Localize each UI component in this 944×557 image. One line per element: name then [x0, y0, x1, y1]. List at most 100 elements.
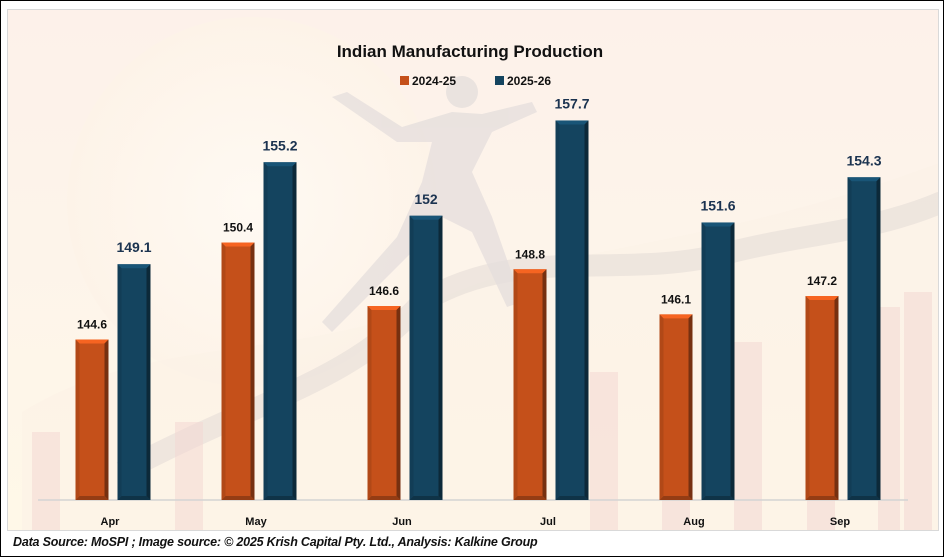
bar-bevel-left: [805, 296, 810, 500]
bar-body: [409, 215, 443, 500]
bar-bevel-bottom: [513, 496, 547, 500]
data-label-2025-26-Aug: 151.6: [700, 197, 735, 213]
bar-bevel-right: [438, 215, 443, 500]
x-tick-label-Sep: Sep: [830, 516, 850, 528]
bar-body: [75, 339, 109, 500]
bar-bevel-top: [221, 242, 255, 247]
bar-bevel-top: [659, 314, 693, 319]
bar-bevel-bottom: [701, 496, 735, 500]
source-footnote: Data Source: MoSPI ; Image source: © 202…: [13, 535, 538, 549]
bar-2025-26-Aug: [701, 222, 735, 500]
bar-body: [701, 222, 735, 500]
chart-title: Indian Manufacturing Production: [337, 42, 603, 61]
bar-bevel-right: [104, 339, 109, 500]
bar-bevel-top: [263, 162, 297, 167]
bar-body: [263, 162, 297, 501]
bar-bevel-top: [513, 269, 547, 274]
x-tick-labels-group: Apr May Jun Jul Aug Sep: [101, 516, 851, 528]
bar-2024-25-May: [221, 242, 255, 500]
data-label-2024-25-Sep: 147.2: [807, 274, 837, 288]
bar-2025-26-Sep: [847, 177, 881, 500]
data-label-2024-25-Jul: 148.8: [515, 247, 545, 261]
bar-bevel-top: [117, 264, 151, 269]
data-label-2025-26-May: 155.2: [262, 137, 297, 153]
x-tick-label-Jun: Jun: [392, 516, 412, 528]
bar-bevel-top: [75, 339, 109, 344]
bar-body: [659, 314, 693, 500]
legend-item-2024-25[interactable]: 2024-25: [400, 74, 456, 88]
bar-bevel-left: [75, 339, 80, 500]
bar-2025-26-Jul: [555, 120, 589, 501]
bar-2025-26-Apr: [117, 264, 151, 500]
bar-bevel-top: [555, 120, 589, 125]
sun-shape: [67, 17, 437, 387]
background-decoration: [22, 17, 938, 530]
bar-bevel-left: [367, 306, 372, 500]
bar-bevel-left: [847, 177, 852, 500]
legend-item-2025-26[interactable]: 2025-26: [495, 74, 551, 88]
bar-bevel-bottom: [117, 496, 151, 500]
bar-bevel-right: [584, 120, 589, 501]
bar-bevel-bottom: [555, 496, 589, 500]
bar-bevel-top: [847, 177, 881, 182]
bar-bevel-right: [396, 306, 401, 500]
bar-bevel-right: [250, 242, 255, 500]
bar-body: [555, 120, 589, 501]
bar-body: [367, 306, 401, 500]
legend-swatch: [495, 76, 504, 85]
bar-bevel-bottom: [263, 496, 297, 500]
data-label-2025-26-Apr: 149.1: [116, 239, 151, 255]
data-label-2024-25-May: 150.4: [223, 221, 253, 235]
bar-bevel-top: [367, 306, 401, 311]
bar-bevel-top: [805, 296, 839, 301]
bar-bevel-top: [409, 215, 443, 220]
bar-body: [221, 242, 255, 500]
legend: 2024-25 2025-26: [400, 74, 551, 88]
jumping-figure-silhouette: [322, 76, 537, 332]
bar-body: [847, 177, 881, 500]
data-label-2024-25-Aug: 146.1: [661, 292, 691, 306]
bar-body: [805, 296, 839, 500]
bar-bevel-left: [263, 162, 268, 501]
bar-bevel-right: [834, 296, 839, 500]
bar-2024-25-Jul: [513, 269, 547, 500]
bar-bevel-bottom: [221, 496, 255, 500]
bar-bevel-top: [701, 222, 735, 227]
data-label-2024-25-Apr: 144.6: [77, 317, 107, 331]
bar-bevel-right: [292, 162, 297, 501]
legend-label: 2025-26: [507, 74, 551, 88]
data-label-2025-26-Jul: 157.7: [554, 95, 589, 111]
bar-bevel-right: [876, 177, 881, 500]
legend-label: 2024-25: [412, 74, 456, 88]
bar-bevel-right: [688, 314, 693, 500]
legend-swatch: [400, 76, 409, 85]
bar-bevel-left: [513, 269, 518, 500]
x-tick-label-May: May: [245, 516, 267, 528]
bar-2024-25-Jun: [367, 306, 401, 500]
x-tick-label-Aug: Aug: [683, 516, 704, 528]
x-tick-label-Apr: Apr: [101, 516, 121, 528]
chart-area: Indian Manufacturing Production 2024-25 2…: [7, 9, 939, 531]
bar-bevel-bottom: [847, 496, 881, 500]
bars-group: [75, 120, 881, 501]
bar-bevel-left: [221, 242, 226, 500]
data-label-2025-26-Sep: 154.3: [846, 152, 881, 168]
bar-bevel-bottom: [805, 496, 839, 500]
bar-bevel-right: [542, 269, 547, 500]
data-label-2024-25-Jun: 146.6: [369, 284, 399, 298]
bar-chart: Indian Manufacturing Production 2024-25 2…: [22, 17, 938, 530]
bar-body: [513, 269, 547, 500]
bar-2024-25-Aug: [659, 314, 693, 500]
bar-bevel-left: [701, 222, 706, 500]
bar-bevel-left: [409, 215, 414, 500]
bar-bevel-bottom: [75, 496, 109, 500]
bar-bevel-left: [117, 264, 122, 500]
bar-bevel-right: [730, 222, 735, 500]
data-labels-group: 144.6 149.1 150.4 155.2 146.6 152 148.8 157.7 14…: [77, 95, 882, 331]
x-tick-label-Jul: Jul: [540, 516, 556, 528]
bar-body: [117, 264, 151, 500]
bar-2025-26-May: [263, 162, 297, 501]
bar-bevel-bottom: [367, 496, 401, 500]
bar-bevel-left: [659, 314, 664, 500]
